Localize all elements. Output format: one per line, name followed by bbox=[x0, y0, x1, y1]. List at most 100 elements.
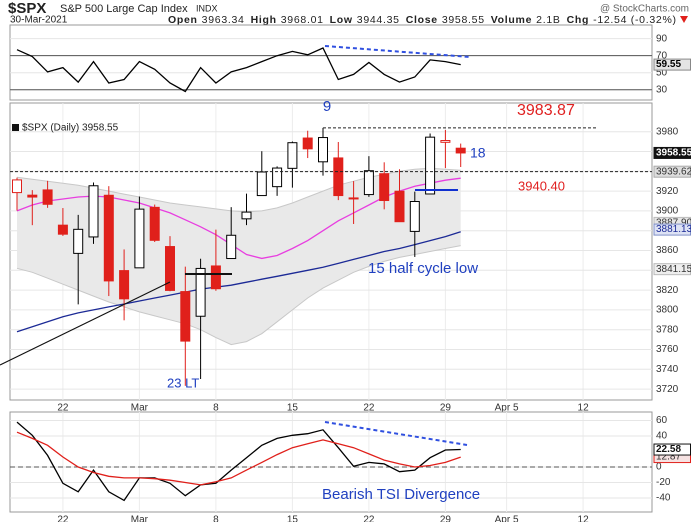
x-tick-label: 22 bbox=[57, 403, 69, 414]
annotation: 15 half cycle low bbox=[368, 260, 478, 277]
legend-swatch bbox=[12, 124, 19, 131]
candle-body bbox=[210, 265, 221, 290]
y-tick-label: 3720 bbox=[656, 384, 679, 395]
quote-label: Open bbox=[168, 14, 197, 26]
panel bbox=[9, 24, 653, 101]
price-marker-label: 3881.13 bbox=[656, 224, 691, 235]
candle-body bbox=[348, 197, 359, 200]
candle-body bbox=[363, 170, 374, 196]
annotation: 23 LT bbox=[167, 375, 199, 390]
y-tick-label: 3900 bbox=[656, 206, 679, 217]
quote-value: -12.54 (-0.32%) bbox=[593, 14, 676, 26]
candle-body bbox=[180, 291, 191, 342]
y-tick-label: -40 bbox=[656, 493, 671, 504]
trend-line bbox=[0, 281, 171, 366]
x-tick-label: 15 bbox=[287, 403, 299, 414]
candle-body bbox=[379, 173, 390, 202]
y-tick-label: 70 bbox=[656, 50, 668, 61]
x-tick-label: 22 bbox=[363, 515, 375, 522]
x-tick-label: Mar bbox=[131, 515, 149, 522]
price-marker-label: 3939.62 bbox=[656, 166, 691, 177]
y-tick-label: 3740 bbox=[656, 364, 679, 375]
candle-body bbox=[455, 147, 466, 154]
x-tick-label: 8 bbox=[213, 515, 219, 522]
candle-body bbox=[165, 246, 175, 291]
quote-label: Close bbox=[406, 14, 438, 26]
x-tick-label: Apr 5 bbox=[495, 515, 519, 522]
x-tick-label: Apr 5 bbox=[495, 403, 519, 414]
price-marker-label: 3841.15 bbox=[656, 264, 691, 275]
y-tick-label: 3860 bbox=[656, 245, 679, 256]
quote-label: Chg bbox=[567, 14, 589, 26]
x-tick-label: 22 bbox=[363, 403, 375, 414]
quote-label: Low bbox=[330, 14, 353, 26]
x-tick-label: 12 bbox=[578, 515, 590, 522]
source: @ StockCharts.com bbox=[600, 4, 689, 15]
candle-body bbox=[226, 234, 237, 260]
price-marker-label: 59.55 bbox=[656, 59, 681, 70]
candle-body bbox=[119, 270, 130, 300]
candle-body bbox=[272, 167, 283, 188]
quote-line: Open 3963.34 High 3968.01 Low 3944.35 Close 395… bbox=[168, 14, 676, 26]
y-tick-label: 0 bbox=[656, 462, 662, 473]
candle-body bbox=[103, 194, 114, 282]
quote-value: 2.1B bbox=[536, 14, 560, 26]
candle-body bbox=[42, 189, 53, 205]
level-label: 3983.87 bbox=[517, 102, 575, 119]
y-tick-label: 3980 bbox=[656, 126, 679, 137]
y-tick-label: -20 bbox=[656, 477, 671, 488]
candle-body bbox=[318, 137, 328, 163]
annotation: 9 bbox=[323, 98, 331, 115]
candle-body bbox=[88, 185, 99, 238]
y-tick-label: 3760 bbox=[656, 344, 679, 355]
x-tick-label: 29 bbox=[440, 403, 452, 414]
x-tick-label: 29 bbox=[440, 515, 452, 522]
candle-body bbox=[134, 208, 145, 269]
legend: $SPX (Daily) 3958.55 bbox=[22, 123, 119, 134]
y-tick-label: 3820 bbox=[656, 285, 679, 296]
y-tick-label: 90 bbox=[656, 33, 668, 44]
y-tick-label: 40 bbox=[656, 431, 668, 442]
candle-body bbox=[27, 194, 38, 198]
x-tick-label: 22 bbox=[57, 515, 69, 522]
annotation: 3940.40 bbox=[518, 178, 565, 193]
series-line bbox=[16, 421, 461, 502]
candle-body bbox=[241, 211, 252, 220]
series-line bbox=[16, 47, 461, 93]
x-tick-label: 12 bbox=[578, 403, 590, 414]
candle-body bbox=[394, 190, 405, 223]
candle-body bbox=[73, 228, 84, 254]
down-arrow bbox=[680, 16, 688, 23]
series-line bbox=[16, 231, 461, 333]
quote-value: 3944.35 bbox=[357, 14, 399, 26]
candle-body bbox=[302, 137, 313, 150]
candle-body bbox=[57, 224, 68, 235]
price-marker-label: 3958.55 bbox=[656, 148, 691, 159]
candle-body bbox=[12, 179, 22, 194]
y-tick-label: 3800 bbox=[656, 305, 679, 316]
divergence-line bbox=[324, 45, 471, 58]
date: 30-Mar-2021 bbox=[10, 15, 68, 26]
candle-body bbox=[425, 136, 436, 195]
x-tick-label: 15 bbox=[287, 515, 299, 522]
quote-label: High bbox=[251, 14, 276, 26]
x-tick-label: 8 bbox=[213, 403, 219, 414]
candle-body bbox=[287, 142, 298, 169]
price-marker-label: 22.58 bbox=[656, 444, 681, 455]
divergence-line bbox=[324, 421, 468, 446]
index-name: S&P 500 Large Cap Index bbox=[60, 3, 188, 15]
price-marker-label: 12.87 bbox=[656, 452, 681, 463]
panel bbox=[9, 411, 653, 513]
series-line bbox=[16, 431, 461, 486]
y-tick-label: 50 bbox=[656, 67, 668, 78]
quote-value: 3968.01 bbox=[281, 14, 323, 26]
y-tick-label: 60 bbox=[656, 415, 668, 426]
candle-body bbox=[333, 157, 344, 197]
candle-body bbox=[440, 140, 451, 143]
series-line bbox=[16, 245, 461, 346]
price-marker-label: 3887.90 bbox=[656, 218, 691, 229]
candle-body bbox=[195, 267, 206, 317]
y-tick-label: 3920 bbox=[656, 186, 679, 197]
